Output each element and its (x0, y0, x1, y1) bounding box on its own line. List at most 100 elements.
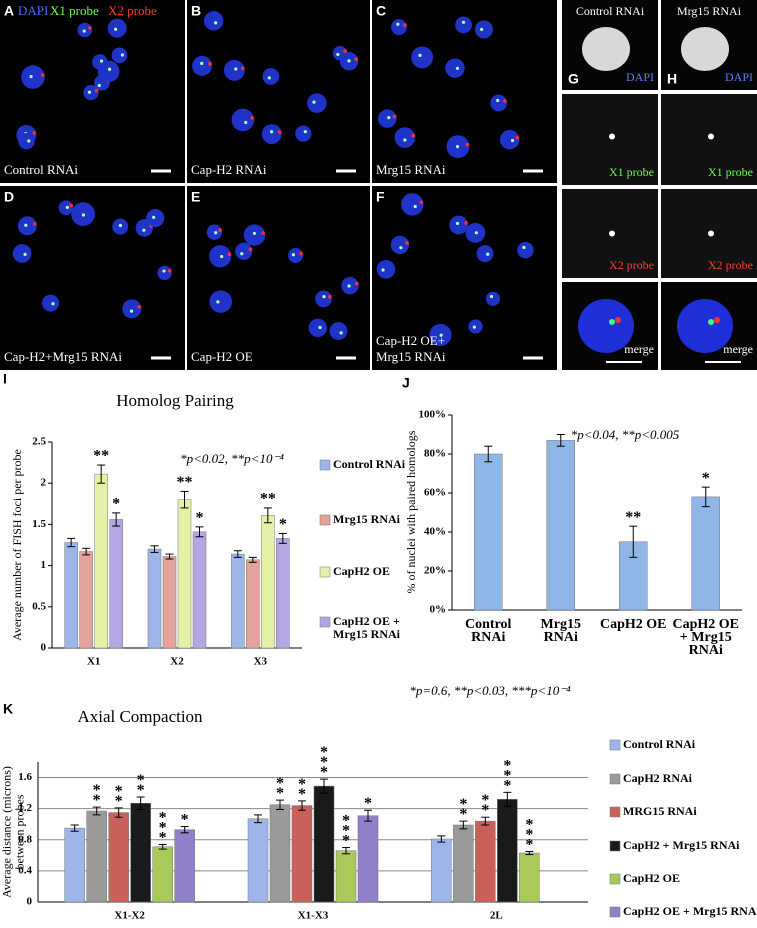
annotation: *p<0.04, **p<0.005 (571, 427, 680, 442)
probe-spot (396, 22, 400, 26)
panel-letter: J (402, 375, 410, 391)
nucleus (203, 11, 224, 31)
probe-spot (418, 53, 422, 57)
probe-spot (252, 231, 257, 236)
nucleus (157, 265, 172, 281)
panel-caption: X2 probe (609, 258, 654, 272)
error-bar (263, 507, 272, 524)
probe-spot (474, 231, 478, 235)
nucleus (288, 248, 304, 263)
panel-letter: H (667, 71, 677, 87)
probe-spot (32, 131, 37, 135)
probe-spot (399, 246, 403, 250)
nucleus (449, 215, 469, 235)
error-bar (254, 814, 262, 824)
x-tick-label-box: Mrg15 RNAi (541, 618, 581, 645)
nucleus (17, 216, 37, 236)
probe-spot (214, 231, 218, 235)
significance: * * * (525, 816, 533, 853)
panel-letter: A (4, 3, 14, 19)
probe-spot (714, 317, 720, 323)
y-tick-label: 20% (424, 565, 446, 577)
panel-caption: Cap-H2 RNAi (191, 162, 267, 177)
bar (453, 824, 474, 903)
legend-entry-box: CapH2 RNAi (623, 772, 692, 785)
probe-spot (220, 254, 224, 259)
significance: * * * (503, 757, 511, 794)
y-tick-label: 0 (41, 642, 47, 654)
probe-spot (208, 62, 212, 66)
panel-caption: DAPI (626, 70, 654, 84)
probe-spot (328, 295, 332, 299)
significance: ** (459, 796, 467, 823)
chart-title: Homolog Pairing (116, 391, 234, 410)
y-tick-label: 1 (41, 559, 47, 571)
error-bar (180, 490, 189, 509)
nucleus (308, 318, 328, 338)
error-bar (233, 550, 242, 558)
x-tick-label: X3 (254, 656, 268, 668)
panel-caption: Control RNAi (4, 162, 78, 177)
nucleus (401, 193, 424, 216)
panel-letter: F (376, 189, 385, 205)
chart-title: Axial Compaction (77, 707, 203, 726)
probe-spot (29, 74, 33, 79)
error-bar (112, 512, 121, 527)
nucleus (391, 19, 407, 36)
probe-spot (234, 67, 238, 71)
nucleus (223, 59, 245, 81)
bar (261, 515, 275, 649)
error-bar (556, 434, 565, 447)
panel-caption: X1 probe (609, 165, 654, 179)
probe-spot (503, 99, 507, 103)
bar (519, 852, 540, 903)
legend-entry: Control RNAi (333, 458, 406, 471)
probe-spot (609, 133, 615, 140)
probe-spot (413, 204, 417, 209)
probe-spot (23, 252, 27, 257)
legend-entry: CapH2 + Mrg15 RNAi (623, 839, 740, 852)
error-bar (97, 464, 106, 484)
nucleus (209, 290, 232, 313)
bar (497, 799, 518, 903)
probe-spot (322, 295, 326, 299)
panel-letter: E (191, 189, 200, 205)
panel-caption: Cap-H2+Mrg15 RNAi (4, 349, 122, 364)
y-tick-label: 60% (424, 487, 446, 499)
error-bar (82, 547, 91, 556)
error-bar (701, 486, 710, 508)
bar (475, 820, 496, 903)
significance: * * * (342, 812, 350, 849)
probe-spot (40, 73, 45, 77)
probe-spot (227, 252, 232, 257)
error-bar (298, 800, 306, 811)
x-tick-label-box: CapH2 OE (600, 618, 667, 632)
error-bar (114, 807, 123, 818)
significance: ** (481, 792, 489, 819)
probe-spot (129, 309, 134, 313)
probe-spot (240, 66, 245, 71)
probe-spot (522, 245, 526, 250)
significance: * (112, 496, 120, 513)
nucleus (21, 65, 45, 89)
probe-spot (32, 222, 37, 226)
bar (192, 531, 207, 649)
significance: ** (93, 448, 109, 465)
micrograph (372, 186, 557, 370)
legend-swatch (609, 739, 621, 751)
probe-spot (142, 228, 146, 232)
y-tick-label: 2.5 (32, 436, 46, 448)
legend-entry-box: Control RNAi (333, 458, 406, 471)
probe-spot (218, 228, 222, 233)
y-axis-label: Average distance (microns) (0, 766, 13, 898)
probe-spot (609, 230, 615, 237)
probe-spot (403, 138, 407, 142)
nucleus-merge (578, 299, 634, 353)
error-bar (276, 799, 284, 810)
significance: ** (137, 772, 145, 799)
x-tick-label: CapH2 OE + Mrg15 RNAi (672, 618, 739, 658)
bar (247, 818, 269, 903)
probe-spot (392, 114, 397, 119)
micrograph (661, 94, 757, 185)
panel-letter: G (568, 71, 579, 87)
